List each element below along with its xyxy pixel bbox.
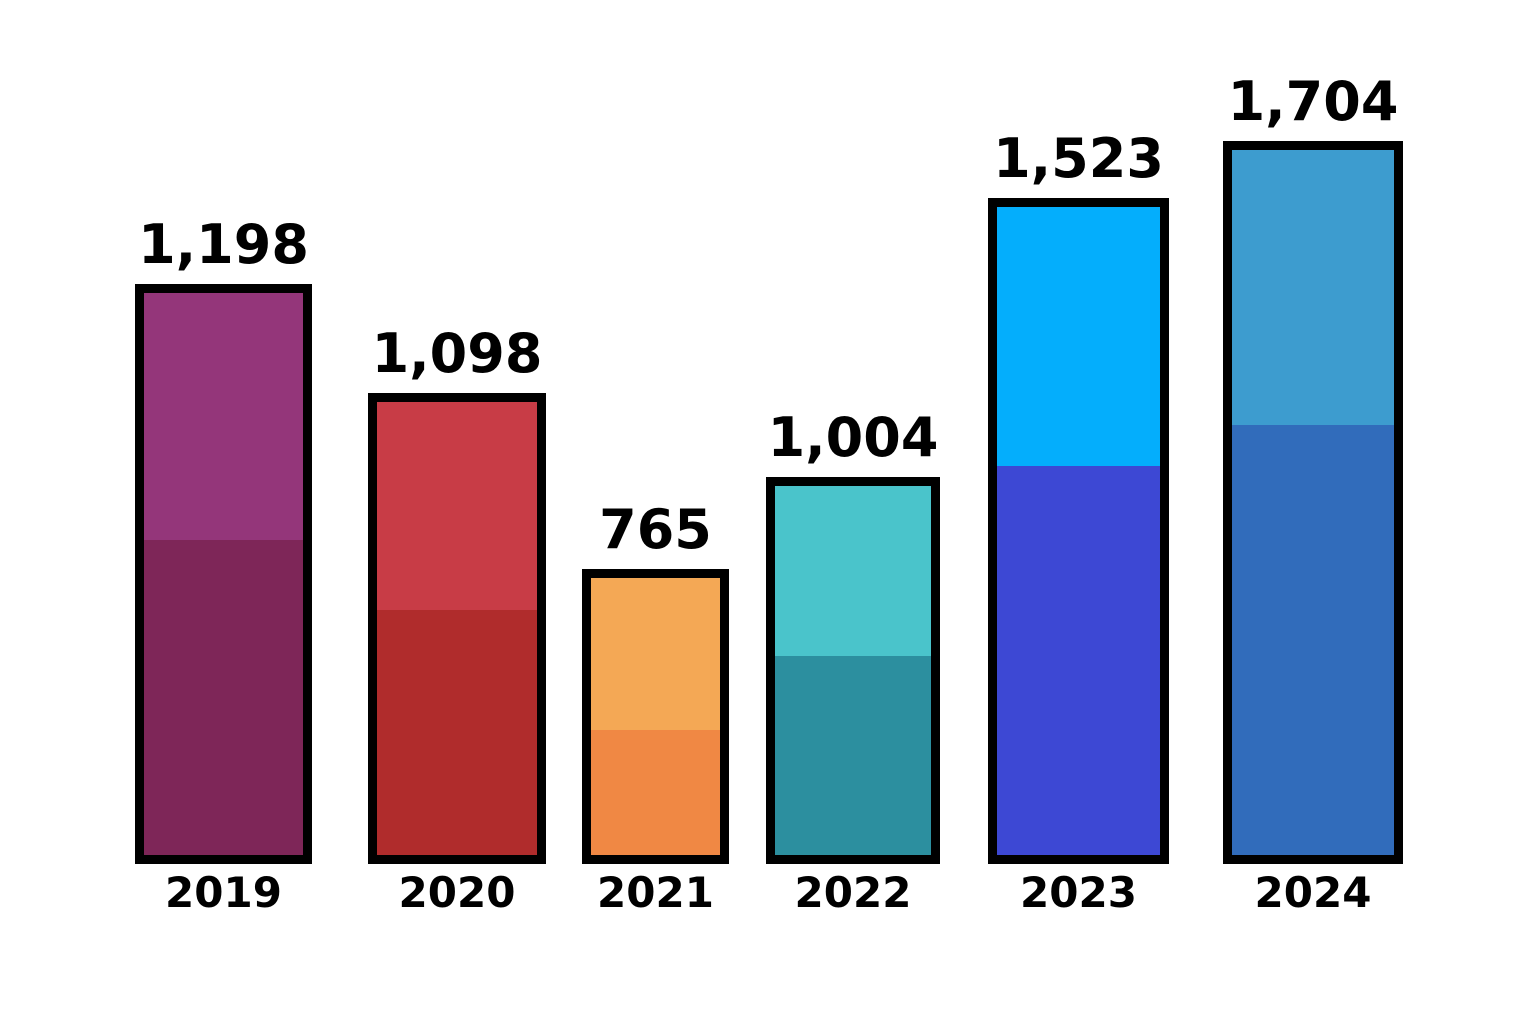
bar-segment-bottom xyxy=(144,540,303,855)
x-tick-label: 2022 xyxy=(794,868,912,917)
bar-segment-top xyxy=(591,578,720,730)
bar-2020 xyxy=(368,393,546,864)
bar-segment-bottom xyxy=(377,610,537,855)
data-label: 1,098 xyxy=(371,322,543,385)
data-label: 1,523 xyxy=(993,127,1164,190)
x-tick-label: 2021 xyxy=(597,868,714,917)
bar-2023 xyxy=(988,198,1169,864)
x-tick-label: 2019 xyxy=(165,868,282,917)
bar-segment-top xyxy=(997,207,1160,466)
bar-2024 xyxy=(1223,141,1403,864)
bar-segment-bottom xyxy=(1232,425,1394,855)
x-tick-label: 2020 xyxy=(398,868,516,917)
bar-segment-top xyxy=(377,402,537,610)
data-label: 1,704 xyxy=(1227,70,1399,133)
data-label: 1,004 xyxy=(767,406,939,469)
bar-segment-bottom xyxy=(997,466,1160,855)
x-tick-label: 2023 xyxy=(1020,868,1137,917)
bar-segment-top xyxy=(1232,150,1394,425)
bar-2019 xyxy=(135,284,312,864)
data-label: 1,198 xyxy=(138,213,309,276)
bar-segment-top xyxy=(775,486,931,656)
x-tick-label: 2024 xyxy=(1254,868,1372,917)
bar-2021 xyxy=(582,569,729,864)
bar-segment-bottom xyxy=(591,730,720,855)
bar-segment-top xyxy=(144,293,303,540)
bar-2022 xyxy=(766,477,940,864)
data-label: 765 xyxy=(599,498,712,561)
bar-segment-bottom xyxy=(775,656,931,855)
